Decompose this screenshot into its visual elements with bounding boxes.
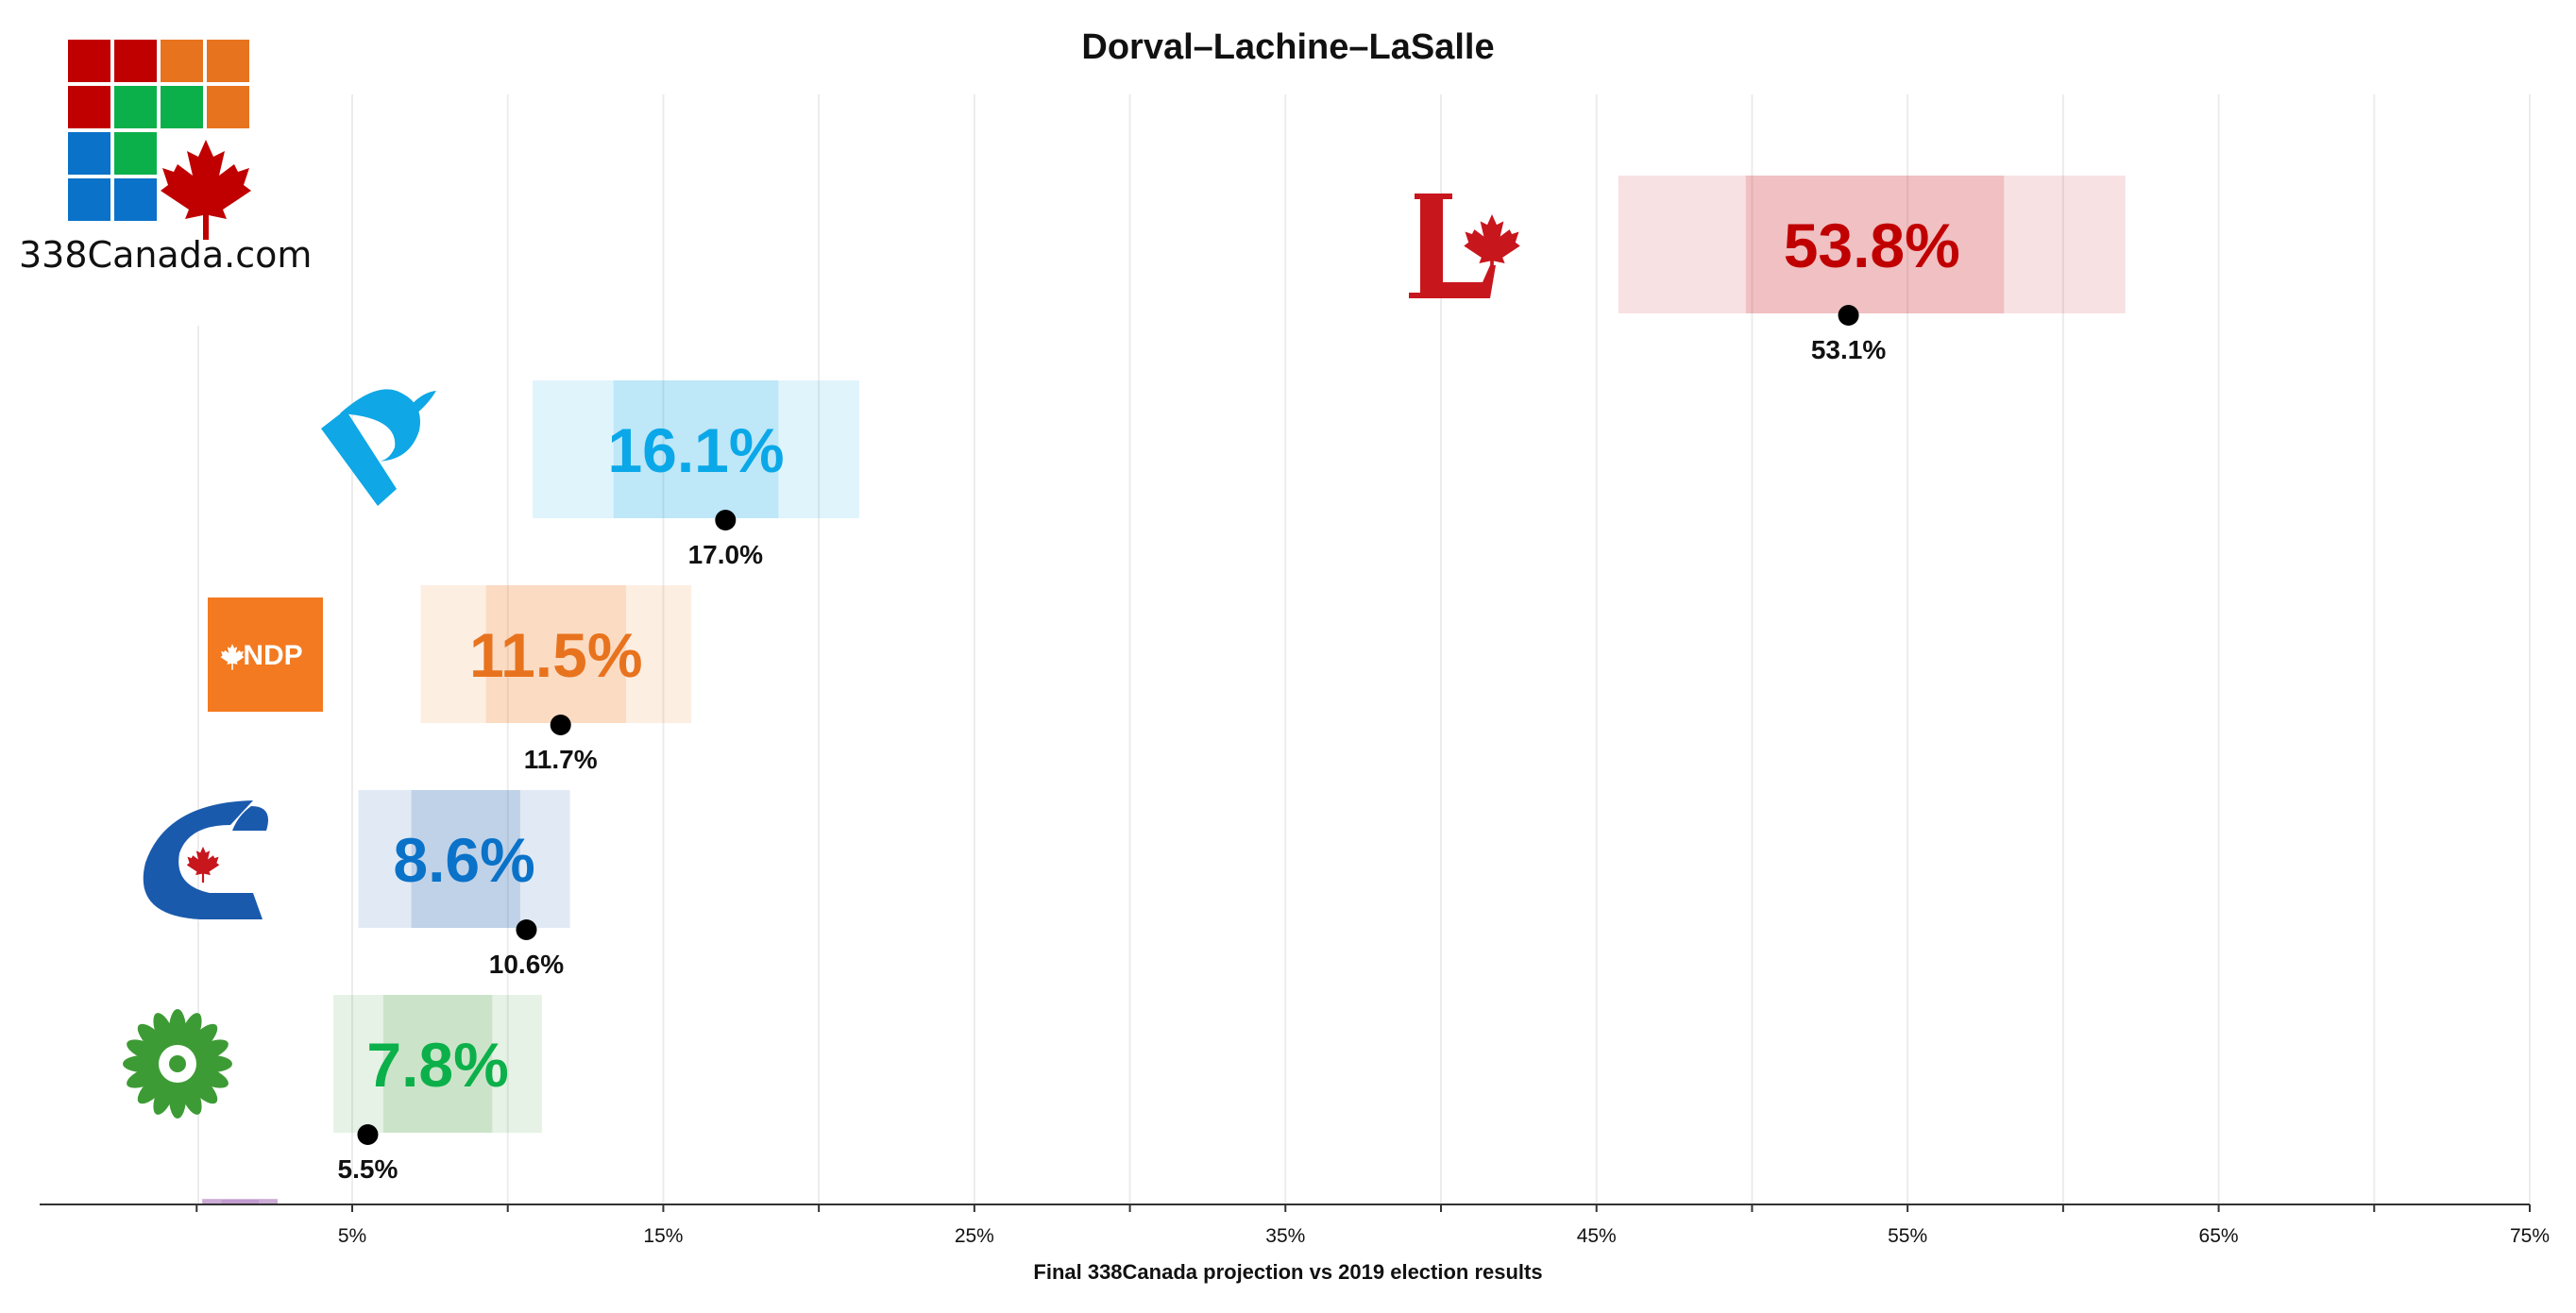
- site-logo: 338Canada.com: [19, 40, 312, 276]
- logo-grid-cell: [161, 86, 203, 128]
- x-tick-label: 5%: [338, 1225, 366, 1247]
- logo-grid-cell: [114, 86, 157, 128]
- party-row: 16.1% 17.0%: [533, 380, 859, 569]
- range-bar-inner: [1745, 176, 2005, 313]
- logo-grid-icon: [68, 40, 249, 221]
- party-row: 7.8% 5.5%: [333, 995, 542, 1184]
- projection-label: 11.5%: [469, 620, 643, 690]
- logo-grid-cell: [114, 132, 157, 175]
- chart-title: Dorval–Lachine–LaSalle: [1081, 27, 1494, 67]
- logo-grid-cell: [68, 40, 110, 82]
- logo-grid-cell: [114, 40, 157, 82]
- result-label: 53.1%: [1811, 335, 1886, 364]
- range-bar-inner: [411, 790, 520, 928]
- logo-grid-cell: [207, 40, 249, 82]
- svg-text:NDP: NDP: [243, 640, 302, 671]
- bars-layer: 53.8% 53.1% 16.1% 17.0% 11.5% 11.7% 8.6% 10.6% 7…: [202, 176, 2126, 1204]
- range-bar-outer: [1618, 176, 2126, 313]
- conservative-logo-icon: [143, 800, 268, 919]
- x-tick-label: 55%: [1888, 1225, 1927, 1247]
- result-label: 11.7%: [524, 745, 598, 774]
- range-bar-outer: [358, 790, 570, 928]
- logo-grid-cell: [114, 178, 157, 221]
- party-row: 8.6% 10.6%: [358, 790, 570, 979]
- site-label: 338Canada.com: [19, 234, 312, 276]
- range-bar-outer: [202, 1200, 278, 1204]
- ppc-logo-icon: [202, 1199, 278, 1204]
- range-bar-outer: [533, 380, 859, 518]
- maple-leaf-icon: [161, 140, 251, 240]
- x-tick-label: 35%: [1265, 1225, 1305, 1247]
- projection-label: 8.6%: [393, 825, 534, 895]
- result-marker: [357, 1124, 379, 1145]
- party-logos: NDP: [123, 194, 1520, 1204]
- result-marker: [516, 919, 537, 940]
- x-axis-label: Final 338Canada projection vs 2019 elect…: [1033, 1260, 1542, 1284]
- result-marker: [550, 715, 571, 735]
- x-tick-label: 45%: [1577, 1225, 1617, 1247]
- range-bar-outer: [420, 585, 692, 723]
- range-bar-inner: [221, 1200, 260, 1204]
- logo-grid-cell: [68, 178, 110, 221]
- logo-grid-cell: [207, 86, 249, 128]
- projection-label: 16.1%: [607, 415, 784, 485]
- logo-grid-cell: [161, 40, 203, 82]
- liberal-logo-icon: [1409, 194, 1520, 298]
- range-bar-inner: [382, 995, 493, 1133]
- logo-grid-cell: [68, 86, 110, 128]
- range-bar-inner: [485, 585, 626, 723]
- range-bar-inner: [613, 380, 779, 518]
- result-label: 10.6%: [489, 950, 564, 979]
- gridlines: [197, 94, 2531, 1204]
- result-label: 17.0%: [688, 540, 763, 569]
- party-row: 11.5% 11.7%: [420, 585, 692, 774]
- projection-label: 53.8%: [1784, 210, 1960, 280]
- projection-label: 7.8%: [366, 1030, 508, 1100]
- bloc-logo-icon: [321, 389, 436, 506]
- x-tick-label: 25%: [955, 1225, 994, 1247]
- logo-grid-cell: [68, 132, 110, 175]
- result-marker: [715, 510, 737, 530]
- ndp-logo-icon: NDP: [208, 598, 323, 712]
- x-tick-label: 75%: [2510, 1225, 2550, 1247]
- result-label: 5.5%: [338, 1154, 398, 1184]
- result-marker: [1838, 305, 1859, 326]
- green-logo-icon: [123, 1009, 232, 1119]
- party-row: 53.8% 53.1%: [1618, 176, 2126, 364]
- range-bar-outer: [333, 995, 542, 1133]
- x-tick-label: 15%: [643, 1225, 683, 1247]
- party-row: [202, 1200, 278, 1204]
- x-tick-label: 65%: [2199, 1225, 2239, 1247]
- x-axis: 5% 15% 25% 35% 45% 55% 65% 75%: [40, 1204, 2550, 1247]
